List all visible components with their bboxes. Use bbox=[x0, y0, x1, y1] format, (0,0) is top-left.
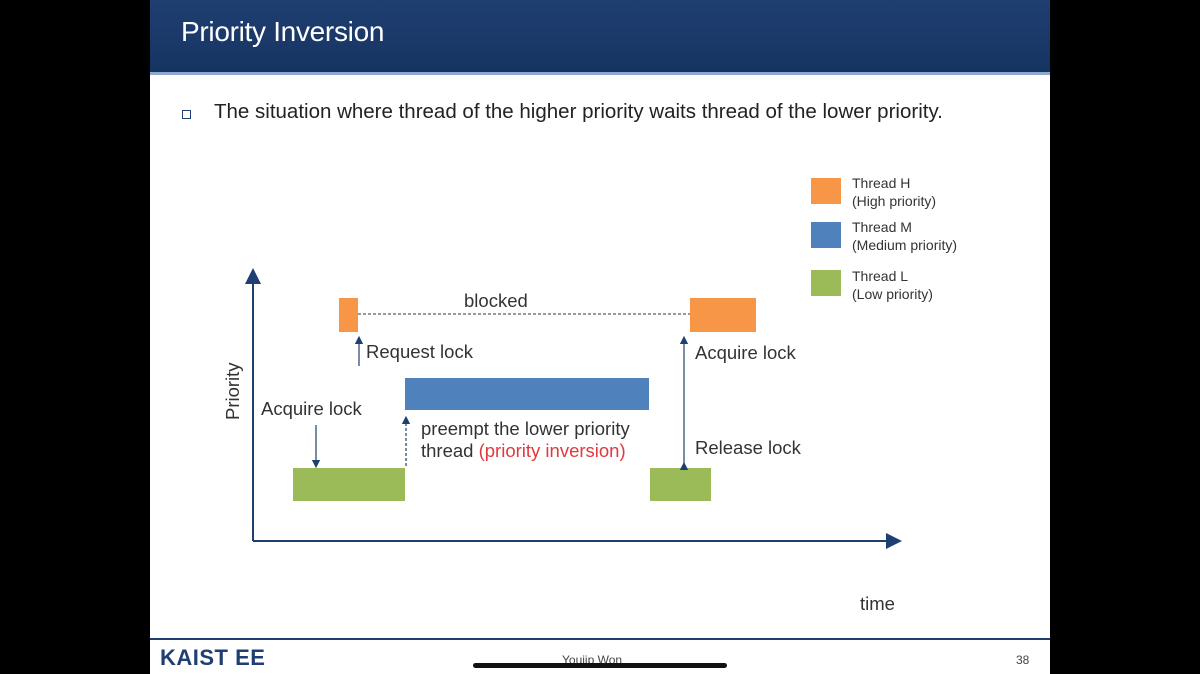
acquire-lock-h-label: Acquire lock bbox=[695, 342, 796, 363]
priority-inversion-highlight: (priority inversion) bbox=[478, 440, 626, 461]
thread-l-bar-release bbox=[650, 468, 711, 501]
legend-thread-l-desc: (Low priority) bbox=[852, 286, 933, 302]
blocked-label: blocked bbox=[464, 290, 528, 311]
request-lock-label: Request lock bbox=[366, 341, 473, 362]
thread-h-bar-acquire bbox=[690, 298, 756, 332]
legend-label-low: Thread L (Low priority) bbox=[852, 267, 933, 303]
legend-thread-h-desc: (High priority) bbox=[852, 193, 937, 209]
legend-thread-m-name: Thread M bbox=[852, 219, 912, 235]
preempt-thread-text: thread bbox=[421, 440, 474, 461]
legend-swatch-low bbox=[811, 270, 841, 296]
y-axis-label: Priority bbox=[222, 362, 243, 420]
acquire-lock-l-label: Acquire lock bbox=[261, 398, 362, 419]
legend-thread-h-name: Thread H bbox=[852, 175, 911, 191]
preempt-label-line1: preempt the lower priority bbox=[421, 418, 630, 439]
square-bullet-icon bbox=[182, 110, 191, 119]
legend-label-high: Thread H (High priority) bbox=[852, 174, 936, 210]
legend-swatch-medium bbox=[811, 222, 841, 248]
legend-thread-l-name: Thread L bbox=[852, 268, 909, 284]
title-bar: Priority Inversion bbox=[150, 0, 1050, 75]
kaist-ee-logo: KAIST EE bbox=[160, 645, 266, 670]
release-lock-label: Release lock bbox=[695, 437, 801, 458]
thread-m-bar bbox=[405, 378, 649, 410]
slide: Priority Inversion The situation where t… bbox=[150, 0, 1050, 674]
legend-thread-m-desc: (Medium priority) bbox=[852, 237, 958, 253]
x-axis-label: time bbox=[860, 593, 895, 614]
legend-swatch-high bbox=[811, 178, 841, 204]
footer-divider bbox=[150, 638, 1050, 640]
priority-diagram bbox=[245, 268, 902, 549]
thread-h-bar-request bbox=[339, 298, 358, 332]
page-number: 38 bbox=[1016, 653, 1030, 667]
legend-label-medium: Thread M (Medium priority) bbox=[852, 218, 957, 254]
slide-title: Priority Inversion bbox=[181, 16, 385, 47]
home-indicator-bar[interactable] bbox=[473, 663, 727, 668]
bullet-text: The situation where thread of the higher… bbox=[214, 100, 943, 123]
thread-l-bar-acquire bbox=[293, 468, 405, 501]
preempt-label-line2: thread (priority inversion) bbox=[421, 440, 626, 462]
